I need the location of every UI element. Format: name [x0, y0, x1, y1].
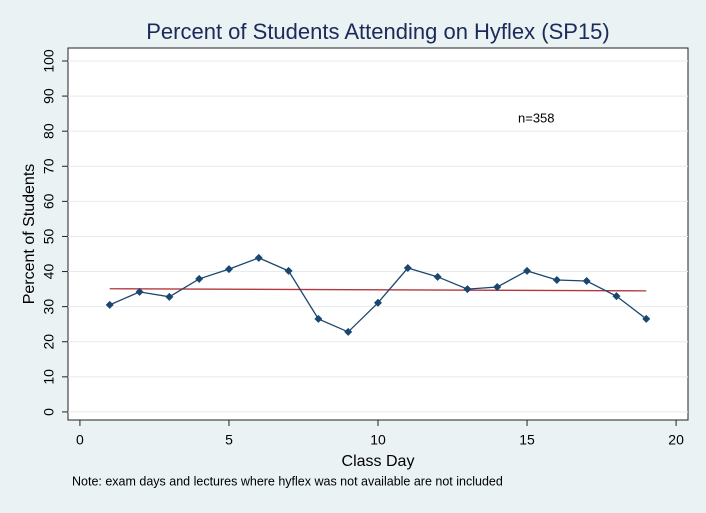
y-axis-label: Percent of Students	[21, 164, 38, 305]
y-tick-label: 40	[41, 264, 57, 280]
marker	[284, 266, 293, 275]
y-tick-label: 0	[41, 408, 57, 416]
marker	[344, 327, 353, 336]
y-tick-label: 30	[41, 299, 57, 315]
marker	[254, 253, 263, 262]
x-tick-label: 10	[370, 432, 386, 448]
x-tick-label: 15	[519, 432, 535, 448]
y-tick-label: 90	[41, 88, 57, 104]
marker	[552, 275, 561, 284]
marker	[642, 314, 651, 323]
marker	[224, 265, 233, 274]
marker	[105, 300, 114, 309]
y-tick-label: 70	[41, 158, 57, 174]
annotation: n=358	[518, 110, 555, 125]
marker	[314, 314, 323, 323]
marker	[493, 282, 502, 291]
marker	[523, 266, 532, 275]
data-line	[109, 288, 647, 292]
marker	[165, 292, 174, 301]
chart-title: Percent of Students Attending on Hyflex …	[146, 19, 610, 44]
y-tick-label: 20	[41, 334, 57, 350]
marker	[433, 272, 442, 281]
y-tick-label: 10	[41, 369, 57, 385]
marker	[195, 274, 204, 283]
y-tick-label: 100	[41, 49, 57, 73]
x-axis-label: Class Day	[342, 453, 415, 470]
marker	[135, 287, 144, 296]
x-tick-label: 0	[76, 432, 84, 448]
x-tick-label: 20	[668, 432, 684, 448]
marker	[403, 264, 412, 273]
y-tick-label: 80	[41, 123, 57, 139]
marker	[463, 285, 472, 294]
y-tick-label: 50	[41, 228, 57, 244]
y-tick-label: 60	[41, 193, 57, 209]
marker	[582, 277, 591, 286]
plot-area	[67, 47, 689, 421]
note: Note: exam days and lectures where hyfle…	[72, 474, 503, 488]
marker	[612, 292, 621, 301]
marker	[374, 298, 382, 307]
x-tick-label: 5	[225, 432, 233, 448]
